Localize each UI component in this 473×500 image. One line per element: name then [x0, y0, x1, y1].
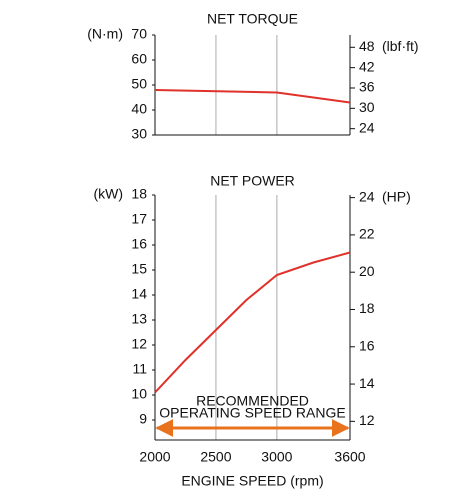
x-tick-label: 3000 [261, 449, 292, 465]
y2-tick-label: 24 [359, 119, 375, 135]
y-tick-label: 60 [131, 51, 147, 67]
annotation-text: RECOMMENDED [196, 393, 309, 409]
y-tick-label: 50 [131, 76, 147, 92]
x-tick-label: 2000 [139, 449, 170, 465]
chart-title: NET TORQUE [207, 11, 298, 27]
y-tick-label: 14 [131, 286, 147, 302]
y2-tick-label: 16 [359, 337, 375, 353]
y-tick-label: 9 [139, 411, 147, 427]
y-tick-label: 16 [131, 236, 147, 252]
y2-tick-label: 30 [359, 99, 375, 115]
y2-tick-label: 14 [359, 375, 375, 391]
y2-axis-label: (lbf·ft) [382, 38, 419, 54]
y-tick-label: 15 [131, 261, 147, 277]
y2-tick-label: 22 [359, 226, 375, 242]
y-tick-label: 30 [131, 126, 147, 142]
y2-tick-label: 48 [359, 38, 375, 54]
y-tick-label: 10 [131, 386, 147, 402]
x-axis-label: ENGINE SPEED (rpm) [181, 473, 323, 489]
y-tick-label: 70 [131, 26, 147, 42]
x-tick-label: 3600 [334, 449, 365, 465]
x-tick-label: 2500 [200, 449, 231, 465]
y-tick-label: 40 [131, 101, 147, 117]
y-tick-label: 17 [131, 211, 147, 227]
y-tick-label: 13 [131, 311, 147, 327]
y2-tick-label: 20 [359, 263, 375, 279]
y2-tick-label: 12 [359, 412, 375, 428]
data-line [154, 251, 351, 394]
y-tick-label: 12 [131, 336, 147, 352]
y2-tick-label: 42 [359, 58, 375, 74]
y-axis-label: (kW) [93, 186, 123, 202]
y2-tick-label: 36 [359, 79, 375, 95]
chart-title: NET POWER [210, 173, 295, 189]
y-axis-label: (N·m) [87, 26, 123, 42]
y-tick-label: 18 [131, 186, 147, 202]
y2-tick-label: 24 [359, 188, 375, 204]
y2-axis-label: (HP) [382, 188, 411, 204]
data-line [154, 89, 351, 104]
y-tick-label: 11 [132, 361, 147, 377]
annotation-text: OPERATING SPEED RANGE [159, 405, 345, 421]
y2-tick-label: 18 [359, 300, 375, 316]
